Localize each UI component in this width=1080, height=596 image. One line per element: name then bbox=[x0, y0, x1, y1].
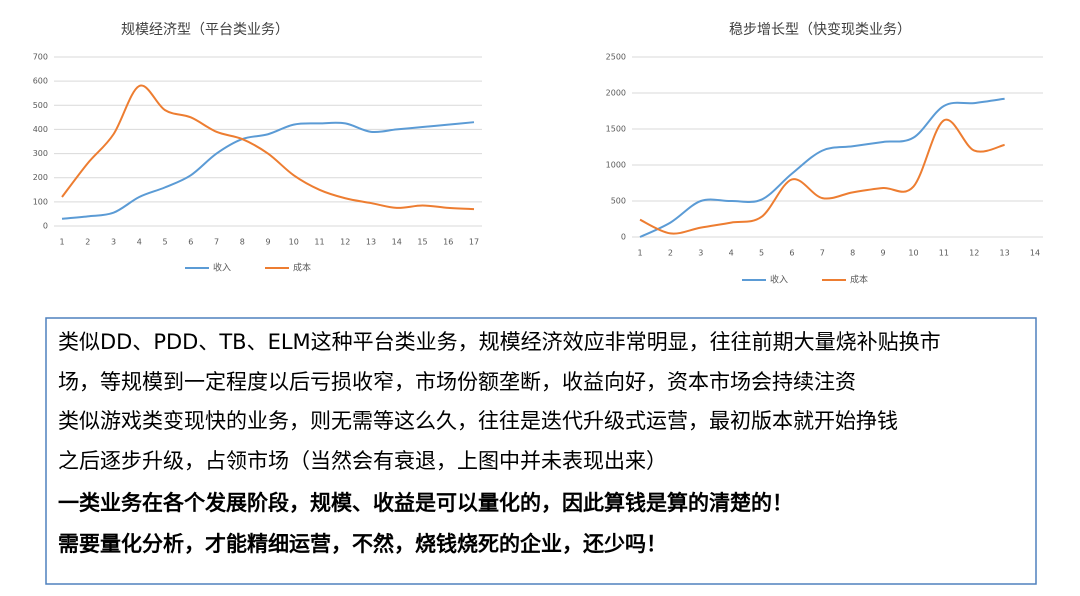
x-tick-label: 6 bbox=[789, 249, 794, 258]
x-tick-label: 15 bbox=[417, 238, 427, 247]
y-tick-label: 2500 bbox=[606, 53, 626, 62]
text-line: 类似游戏类变现快的业务，则无需等这么久，往往是迭代升级式运营，最初版本就开始挣钱 bbox=[58, 409, 898, 433]
text-line: 类似DD、PDD、TB、ELM这种平台类业务，规模经济效应非常明显，往往前期大量… bbox=[58, 330, 941, 354]
x-tick-label: 2 bbox=[85, 238, 90, 247]
text-line: 一类业务在各个发展阶段，规模、收益是可以量化的，因此算钱是算的清楚的！ bbox=[58, 491, 793, 515]
line-series bbox=[61, 121, 475, 220]
y-tick-label: 200 bbox=[33, 173, 48, 182]
text-box bbox=[45, 317, 1037, 585]
x-tick-label: 16 bbox=[443, 238, 453, 247]
x-tick-label: 7 bbox=[214, 238, 219, 247]
x-tick-label: 13 bbox=[366, 238, 376, 247]
x-tick-label: 11 bbox=[939, 249, 949, 258]
x-tick-label: 11 bbox=[314, 238, 324, 247]
x-tick-label: 3 bbox=[111, 238, 116, 247]
legend-label: 成本 bbox=[850, 274, 868, 286]
x-tick-label: 5 bbox=[759, 249, 764, 258]
x-tick-label: 4 bbox=[729, 249, 734, 258]
x-tick-label: 12 bbox=[340, 238, 350, 247]
y-tick-label: 400 bbox=[33, 125, 48, 134]
x-tick-label: 13 bbox=[1000, 249, 1010, 258]
x-tick-label: 6 bbox=[188, 238, 193, 247]
x-tick-label: 10 bbox=[908, 249, 918, 258]
y-tick-label: 1000 bbox=[606, 161, 626, 170]
chart-title: 稳步增长型（快变现类业务） bbox=[729, 22, 911, 38]
x-tick-label: 17 bbox=[469, 238, 479, 247]
legend-label: 收入 bbox=[213, 262, 231, 274]
y-tick-label: 500 bbox=[33, 101, 48, 110]
text-line: 之后逐步升级，占领市场（当然会有衰退，上图中并未表现出来） bbox=[58, 449, 667, 473]
legend-label: 收入 bbox=[770, 274, 788, 286]
x-tick-label: 3 bbox=[698, 249, 703, 258]
x-tick-label: 9 bbox=[881, 249, 886, 258]
x-tick-label: 14 bbox=[1030, 249, 1040, 258]
x-tick-label: 2 bbox=[668, 249, 673, 258]
y-tick-label: 0 bbox=[621, 233, 626, 242]
y-tick-label: 0 bbox=[43, 222, 48, 231]
text-line: 场，等规模到一定程度以后亏损收窄，市场份额垄断，收益向好，资本市场会持续注资 bbox=[58, 370, 856, 394]
y-tick-label: 100 bbox=[33, 197, 48, 206]
x-tick-label: 9 bbox=[265, 238, 270, 247]
y-tick-label: 2000 bbox=[606, 89, 626, 98]
y-tick-label: 600 bbox=[33, 77, 48, 86]
line-series bbox=[639, 97, 1005, 238]
x-tick-label: 1 bbox=[637, 249, 642, 258]
chart-title: 规模经济型（平台类业务） bbox=[121, 22, 289, 38]
line-series bbox=[639, 118, 1005, 235]
x-tick-label: 7 bbox=[820, 249, 825, 258]
x-tick-label: 8 bbox=[850, 249, 855, 258]
x-tick-label: 4 bbox=[137, 238, 142, 247]
x-tick-label: 10 bbox=[289, 238, 299, 247]
y-tick-label: 500 bbox=[611, 197, 626, 206]
x-tick-label: 1 bbox=[59, 238, 64, 247]
x-tick-label: 14 bbox=[392, 238, 402, 247]
y-tick-label: 300 bbox=[33, 149, 48, 158]
x-tick-label: 5 bbox=[162, 238, 167, 247]
text-line: 需要量化分析，才能精细运营，不然，烧钱烧死的企业，还少吗！ bbox=[58, 532, 667, 556]
y-tick-label: 700 bbox=[33, 53, 48, 62]
line-series bbox=[61, 84, 475, 211]
legend-label: 成本 bbox=[293, 262, 311, 274]
x-tick-label: 12 bbox=[969, 249, 979, 258]
y-tick-label: 1500 bbox=[606, 125, 626, 134]
x-tick-label: 8 bbox=[240, 238, 245, 247]
